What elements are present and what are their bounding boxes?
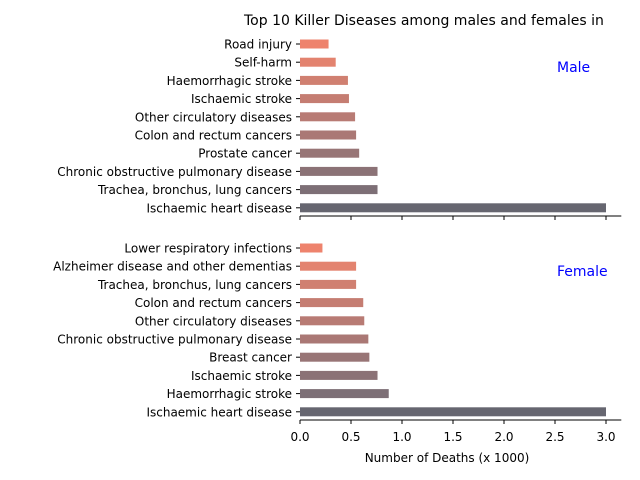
female-category-label: Colon and rectum cancers [135,296,292,310]
male-bar [300,94,349,104]
chart-title: Top 10 Killer Diseases among males and f… [243,13,604,29]
female-bar [300,261,357,271]
female-bar [300,279,357,289]
female-category-label: Trachea, bronchus, lung cancers [97,278,292,292]
male-category-label: Self-harm [234,56,292,70]
female-category-label: Lower respiratory infections [124,242,292,256]
male-category-label: Road injury [224,38,292,52]
female-bar [300,389,389,399]
female-category-label: Ischaemic heart disease [146,405,292,419]
female-category-label: Breast cancer [209,351,292,365]
x-axis-label: Number of Deaths (x 1000) [365,451,530,465]
x-tick-label: 3.0 [596,430,615,444]
x-tick-label: 2.5 [545,430,564,444]
male-category-label: Trachea, bronchus, lung cancers [97,183,292,197]
male-bar [300,130,357,140]
female-bar [300,243,323,253]
male-category-label: Ischaemic stroke [191,92,292,106]
male-category-label: Prostate cancer [198,147,292,161]
female-category-label: Alzheimer disease and other dementias [53,260,292,274]
female-category-label: Chronic obstructive pulmonary disease [57,333,292,347]
x-tick-label: 0.5 [341,430,360,444]
male-category-label: Haemorrhagic stroke [167,74,292,88]
x-tick-label: 0.0 [290,430,309,444]
male-bar [300,203,606,213]
x-axis: 0.0 0.5 1.0 1.5 2.0 2.5 3.0 [290,430,615,444]
x-tick-label: 1.5 [443,430,462,444]
male-panel: Male Road injury Self-harm Haemorrhagic st… [57,38,622,220]
male-bar [300,166,378,176]
male-category-label: Chronic obstructive pulmonary disease [57,165,292,179]
male-bar [300,185,378,195]
female-panel: Female Lower respiratory infections Alzhe… [53,242,622,424]
male-panel-label: Male [557,60,590,76]
female-category-label: Other circulatory diseases [135,314,292,328]
female-bar [300,298,364,308]
female-category-label: Haemorrhagic stroke [167,387,292,401]
male-bar [300,148,360,158]
male-bar [300,112,356,122]
female-panel-label: Female [557,264,608,280]
female-bar [300,407,606,417]
female-bar [300,316,365,326]
female-category-label: Ischaemic stroke [191,369,292,383]
male-bar [300,75,348,85]
x-tick-label: 1.0 [392,430,411,444]
male-bar [300,39,329,49]
male-category-label: Other circulatory diseases [135,110,292,124]
male-category-label: Colon and rectum cancers [135,129,292,143]
female-bar [300,370,378,380]
female-bar [300,352,370,362]
male-bar [300,57,336,67]
x-tick-label: 2.0 [494,430,513,444]
male-category-label: Ischaemic heart disease [146,201,292,215]
female-bar [300,334,369,344]
